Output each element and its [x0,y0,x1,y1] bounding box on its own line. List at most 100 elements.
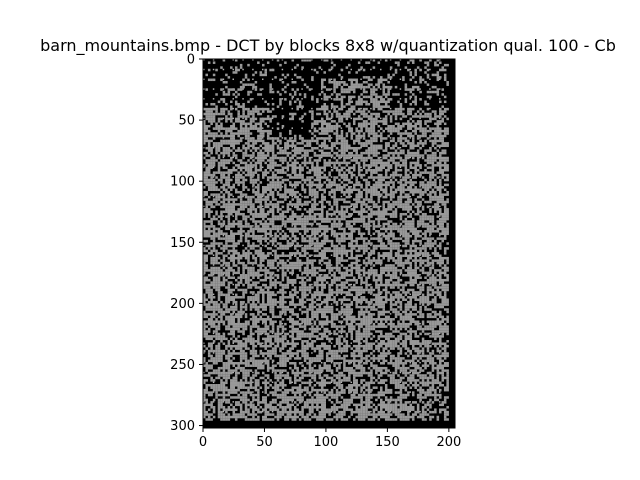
ac-coefficient [220,190,223,194]
ac-coefficient [262,151,265,155]
dct-block [321,234,331,245]
ac-coefficient [443,217,447,221]
dc-coefficient [429,107,431,110]
dc-coefficient [212,88,215,90]
ac-coefficient [333,142,336,145]
dct-block [330,78,341,89]
ac-coefficient [234,156,238,160]
dct-block [419,186,430,196]
ac-coefficient [217,142,221,145]
ac-coefficient [424,242,427,245]
ac-coefficient [313,188,317,192]
ac-coefficient [308,149,312,152]
ac-coefficient [225,225,228,228]
dc-coefficient [203,59,205,61]
ac-coefficient [237,239,240,243]
ac-coefficient [352,210,356,214]
dct-block [419,137,430,148]
ac-coefficient [407,237,410,240]
dct-block [262,117,272,128]
ac-coefficient [242,122,245,126]
ac-coefficient [402,232,405,236]
ac-coefficient [419,217,422,221]
ac-coefficient [431,225,435,228]
dct-block [271,88,282,96]
ac-coefficient [306,139,309,143]
ac-coefficient [429,181,432,184]
ac-coefficient [357,195,361,199]
dct-block [252,78,258,89]
ac-coefficient [321,124,324,128]
ac-coefficient [365,181,368,184]
ac-coefficient [237,210,240,214]
ac-coefficient [355,205,358,209]
ac-coefficient [215,112,218,116]
ac-coefficient [237,220,240,223]
ac-coefficient [340,68,344,72]
ac-coefficient [416,154,420,157]
ac-coefficient [424,66,427,69]
dct-block [252,68,263,77]
ac-coefficient [276,186,280,189]
ac-coefficient [360,142,363,145]
ac-coefficient [411,181,415,184]
ac-coefficient [207,159,211,162]
ac-coefficient [382,83,385,86]
dc-coefficient [409,68,411,71]
ac-coefficient [348,156,351,160]
ac-coefficient [298,93,302,96]
ac-coefficient [220,159,223,162]
dc-coefficient [271,117,274,120]
ac-coefficient [355,78,358,82]
ac-coefficient [311,227,314,231]
ac-coefficient [227,252,231,255]
ac-coefficient [244,215,248,218]
ac-coefficient [281,220,285,223]
ac-coefficient [380,134,383,138]
ac-coefficient [439,237,442,240]
ac-coefficient [335,98,339,101]
ac-coefficient [227,151,231,155]
dct-block [439,215,449,226]
ac-coefficient [372,117,376,121]
ac-coefficient [293,73,297,77]
ac-coefficient [384,217,388,221]
dct-block [360,68,371,79]
ac-coefficient [380,168,383,172]
ac-coefficient [215,134,218,138]
ac-coefficient [380,176,383,179]
ac-coefficient [382,88,385,91]
dct-block [370,59,381,69]
dct-block [360,166,371,177]
ac-coefficient [293,80,297,84]
ac-coefficient [377,124,381,128]
ac-coefficient [443,134,447,138]
ac-coefficient [222,247,226,250]
dc-coefficient [380,234,382,237]
dct-block [203,205,213,216]
ac-coefficient [227,154,231,157]
ac-coefficient [239,80,243,84]
ac-coefficient [281,166,285,170]
ac-coefficient [308,237,312,240]
ac-coefficient [399,102,403,106]
ac-coefficient [372,183,376,187]
ac-coefficient [367,110,371,113]
ac-coefficient [365,129,368,133]
ac-coefficient [416,110,420,113]
ac-coefficient [212,115,216,118]
ac-coefficient [365,242,368,245]
dct-block [340,117,351,128]
dct-block [409,127,420,138]
ac-coefficient [434,110,437,113]
ac-coefficient [367,212,371,216]
ac-coefficient [298,193,302,196]
ac-coefficient [424,102,427,106]
ac-coefficient [370,176,373,179]
ac-coefficient [301,237,304,240]
ac-coefficient [426,242,430,245]
ac-coefficient [355,183,358,187]
dc-coefficient [203,205,205,208]
ac-coefficient [441,117,444,121]
ac-coefficient [402,78,405,82]
